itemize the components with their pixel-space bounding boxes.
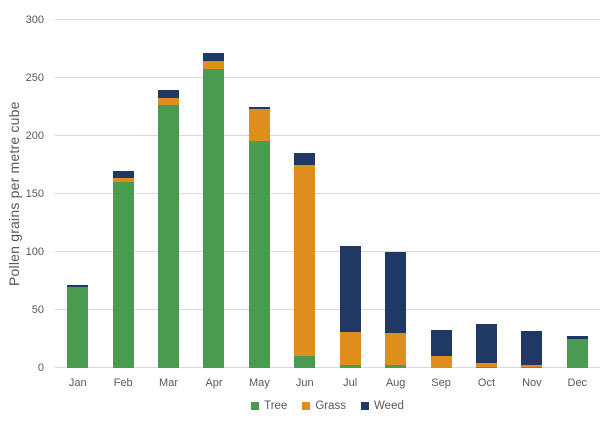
bar-segment-tree-aug bbox=[385, 364, 407, 368]
bar-segment-weed-jun bbox=[294, 153, 316, 165]
legend-item-weed: Weed bbox=[361, 400, 404, 412]
bar-segment-tree-apr bbox=[203, 68, 225, 368]
legend-label-tree: Tree bbox=[264, 400, 288, 412]
x-tick-label-feb: Feb bbox=[113, 377, 133, 389]
legend-swatch-tree bbox=[251, 402, 260, 410]
bar-segment-grass-jul bbox=[339, 332, 361, 365]
x-tick-label-apr: Apr bbox=[205, 377, 223, 389]
bar-segment-tree-dec bbox=[566, 339, 588, 368]
plot-area bbox=[55, 19, 600, 368]
y-tick-label-0: 0 bbox=[37, 362, 44, 374]
bar-segment-tree-jan bbox=[67, 286, 89, 368]
bar-segment-weed-oct bbox=[475, 323, 497, 364]
legend-item-grass: Grass bbox=[302, 400, 346, 412]
bar-segment-weed-dec bbox=[566, 335, 588, 339]
x-tick-label-sep: Sep bbox=[431, 377, 451, 389]
x-tick-label-jan: Jan bbox=[68, 377, 87, 389]
bar-segment-weed-mar bbox=[158, 89, 180, 98]
x-tick-label-jun: Jun bbox=[295, 377, 314, 389]
bar-segment-weed-jul bbox=[339, 246, 361, 333]
bar-segment-grass-sep bbox=[430, 356, 452, 368]
bar-segment-tree-nov bbox=[521, 366, 543, 368]
bar-segment-tree-feb bbox=[112, 182, 134, 368]
legend-item-tree: Tree bbox=[251, 400, 287, 412]
bar-segment-grass-nov bbox=[521, 364, 543, 367]
gridline-0 bbox=[55, 367, 600, 368]
y-tick-label-300: 300 bbox=[25, 14, 44, 26]
bar-segment-grass-apr bbox=[203, 60, 225, 69]
bar-segment-weed-apr bbox=[203, 52, 225, 61]
legend-label-grass: Grass bbox=[315, 400, 347, 412]
x-tick-label-may: May bbox=[248, 377, 270, 389]
x-tick-label-jul: Jul bbox=[343, 377, 358, 389]
gridline-50 bbox=[55, 309, 600, 310]
x-tick-label-oct: Oct bbox=[477, 377, 496, 389]
bar-segment-grass-may bbox=[248, 109, 270, 141]
gridline-300 bbox=[55, 19, 600, 20]
gridline-100 bbox=[55, 251, 600, 252]
bar-segment-tree-may bbox=[248, 140, 270, 368]
bar-segment-grass-oct bbox=[475, 363, 497, 367]
bar-segment-weed-sep bbox=[430, 329, 452, 357]
bar-segment-weed-may bbox=[248, 107, 270, 110]
gridline-250 bbox=[55, 77, 600, 78]
y-tick-label-200: 200 bbox=[25, 130, 44, 142]
bar-segment-weed-aug bbox=[385, 252, 407, 334]
bar-segment-grass-aug bbox=[385, 333, 407, 365]
y-tick-label-100: 100 bbox=[25, 246, 44, 258]
bar-segment-grass-feb bbox=[112, 177, 134, 183]
bar-segment-grass-mar bbox=[158, 97, 180, 105]
bar-segment-weed-nov bbox=[521, 330, 543, 365]
bar-segment-grass-jun bbox=[294, 165, 316, 357]
x-tick-label-aug: Aug bbox=[385, 377, 406, 389]
bar-segment-tree-mar bbox=[158, 104, 180, 368]
bar-segment-tree-jul bbox=[339, 364, 361, 368]
legend: Tree Grass Weed bbox=[55, 398, 600, 414]
y-tick-label-150: 150 bbox=[25, 188, 44, 200]
bar-segment-tree-oct bbox=[475, 366, 497, 368]
bar-segment-tree-jun bbox=[294, 356, 316, 368]
gridline-200 bbox=[55, 135, 600, 136]
x-tick-label-dec: Dec bbox=[567, 377, 588, 389]
y-tick-label-250: 250 bbox=[25, 72, 44, 84]
y-tick-label-50: 50 bbox=[31, 304, 44, 316]
bar-segment-weed-jan bbox=[67, 284, 89, 287]
x-tick-label-nov: Nov bbox=[522, 377, 542, 389]
legend-label-weed: Weed bbox=[374, 400, 404, 412]
x-tick-label-mar: Mar bbox=[159, 377, 178, 389]
legend-swatch-grass bbox=[302, 402, 311, 410]
gridline-150 bbox=[55, 193, 600, 194]
bar-segment-weed-feb bbox=[112, 170, 134, 178]
legend-swatch-weed bbox=[361, 402, 370, 410]
